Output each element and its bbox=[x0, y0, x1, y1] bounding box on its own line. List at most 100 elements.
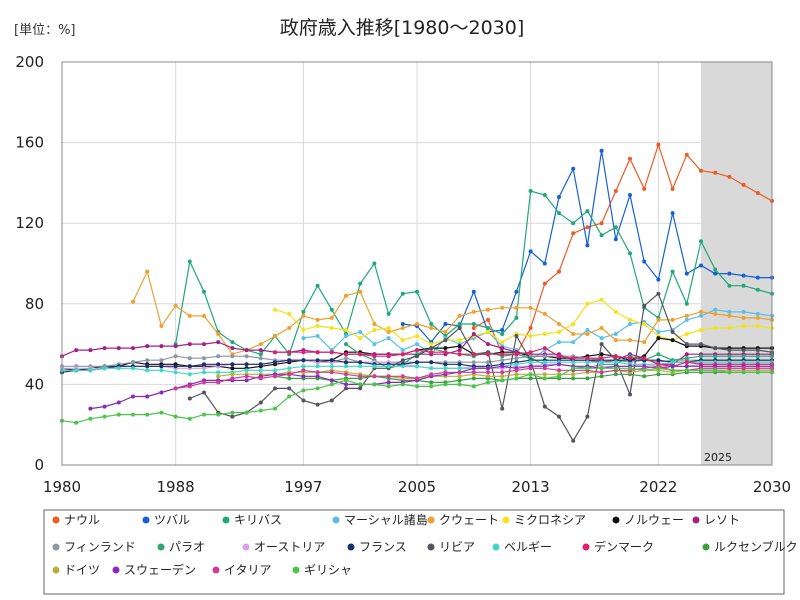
data-point bbox=[528, 360, 533, 365]
data-point bbox=[557, 340, 561, 345]
data-point bbox=[386, 364, 391, 369]
data-point bbox=[528, 189, 533, 193]
data-point bbox=[500, 364, 505, 369]
legend-marker bbox=[52, 566, 60, 574]
data-point bbox=[528, 249, 533, 254]
y-tick-label: 200 bbox=[15, 53, 44, 71]
data-point bbox=[571, 366, 576, 371]
data-point bbox=[202, 289, 206, 294]
data-point bbox=[258, 368, 263, 373]
data-point bbox=[358, 386, 363, 391]
legend-marker bbox=[582, 543, 590, 551]
x-tick-label: 1988 bbox=[157, 478, 195, 496]
data-point bbox=[656, 352, 661, 357]
data-point bbox=[699, 328, 703, 332]
data-point bbox=[202, 342, 206, 347]
data-point bbox=[358, 289, 363, 294]
data-point bbox=[315, 324, 320, 328]
legend-item: スウェーデン bbox=[112, 562, 196, 577]
data-point bbox=[457, 338, 462, 343]
data-point bbox=[315, 283, 320, 288]
y-tick-label: 120 bbox=[15, 214, 44, 232]
legend-marker bbox=[157, 543, 165, 551]
data-point bbox=[542, 360, 547, 365]
data-point bbox=[713, 311, 718, 316]
data-point bbox=[486, 380, 490, 385]
data-point bbox=[713, 267, 718, 272]
data-point bbox=[202, 380, 206, 385]
legend-item: ツバル bbox=[142, 513, 190, 527]
data-point bbox=[230, 354, 235, 359]
legend-label: クウェート bbox=[439, 513, 499, 527]
data-point bbox=[670, 338, 675, 343]
data-point bbox=[486, 366, 490, 371]
data-point bbox=[315, 402, 320, 407]
data-point bbox=[273, 406, 277, 411]
data-point bbox=[585, 376, 590, 381]
legend-label: デンマーク bbox=[594, 539, 654, 554]
data-point bbox=[713, 346, 718, 351]
data-point bbox=[656, 317, 661, 322]
series-line bbox=[218, 369, 772, 379]
data-point bbox=[145, 344, 150, 349]
data-point bbox=[557, 362, 561, 367]
data-point bbox=[258, 362, 263, 367]
data-point bbox=[500, 305, 505, 310]
data-point bbox=[159, 358, 164, 363]
data-point bbox=[542, 376, 547, 381]
legend-marker bbox=[222, 516, 230, 524]
data-point bbox=[287, 350, 292, 355]
data-point bbox=[429, 346, 434, 351]
data-point bbox=[358, 374, 363, 379]
data-point bbox=[471, 289, 476, 294]
legend-label: イタリア bbox=[224, 563, 272, 577]
data-point bbox=[400, 338, 405, 343]
data-point bbox=[656, 142, 661, 147]
data-point bbox=[202, 366, 206, 371]
legend-item: ルクセンブルク bbox=[702, 539, 798, 554]
legend-item: イタリア bbox=[212, 563, 272, 577]
data-point bbox=[486, 370, 490, 375]
data-point bbox=[528, 334, 533, 338]
data-point bbox=[429, 360, 434, 365]
data-point bbox=[244, 348, 249, 353]
data-point bbox=[344, 352, 348, 357]
legend-item: パラオ bbox=[157, 540, 205, 554]
legend-item: ドイツ bbox=[52, 563, 100, 577]
data-point bbox=[443, 350, 448, 355]
data-point bbox=[542, 372, 547, 377]
data-point bbox=[400, 322, 405, 326]
data-point bbox=[102, 346, 107, 351]
data-point bbox=[344, 386, 348, 391]
data-point bbox=[528, 350, 533, 355]
legend-label: フィンランド bbox=[64, 540, 136, 554]
data-point bbox=[642, 186, 647, 191]
data-point bbox=[542, 281, 547, 286]
legend-marker bbox=[702, 543, 710, 551]
data-point bbox=[258, 408, 263, 413]
data-point bbox=[415, 342, 419, 347]
data-point bbox=[727, 326, 732, 330]
data-point bbox=[230, 340, 235, 345]
data-point bbox=[542, 193, 547, 197]
data-point bbox=[287, 376, 292, 381]
data-point bbox=[116, 346, 121, 351]
data-point bbox=[443, 366, 448, 371]
legend-marker bbox=[427, 543, 435, 551]
data-point bbox=[557, 195, 561, 199]
data-point bbox=[301, 374, 306, 379]
data-point bbox=[741, 182, 746, 187]
data-point bbox=[670, 360, 675, 365]
legend-marker bbox=[332, 516, 340, 524]
legend-label: ドイツ bbox=[64, 563, 100, 577]
data-point bbox=[599, 342, 604, 347]
data-point bbox=[670, 317, 675, 322]
legend-marker bbox=[242, 543, 250, 551]
data-point bbox=[301, 350, 306, 355]
data-point bbox=[400, 374, 405, 379]
data-point bbox=[514, 305, 519, 310]
legend-item: オーストリア bbox=[242, 540, 325, 554]
data-point bbox=[727, 271, 732, 276]
legend-marker bbox=[52, 543, 60, 551]
legend-marker bbox=[112, 566, 120, 574]
